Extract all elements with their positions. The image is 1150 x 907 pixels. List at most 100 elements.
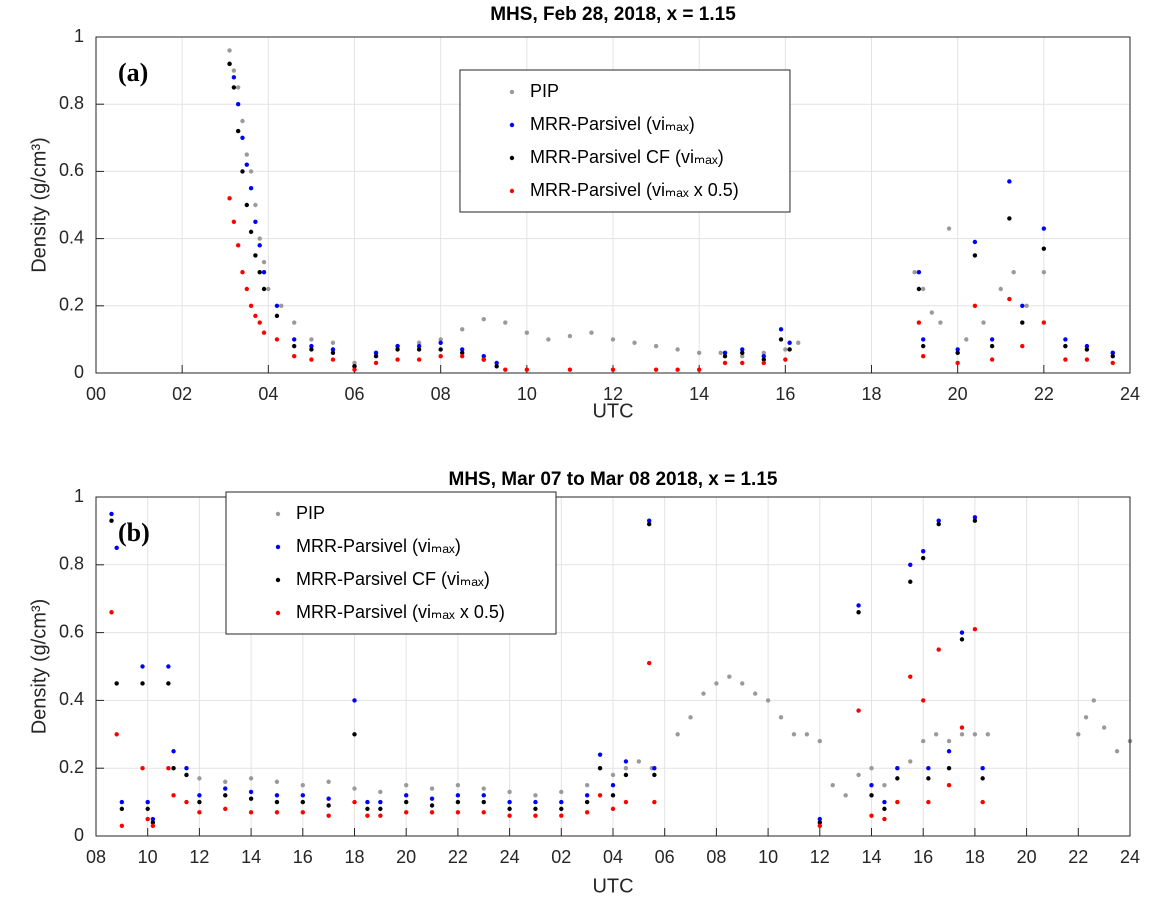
data-point bbox=[248, 303, 254, 308]
data-point bbox=[231, 75, 237, 80]
legend-marker bbox=[509, 188, 515, 194]
data-point bbox=[722, 350, 728, 356]
data-point bbox=[145, 806, 150, 812]
data-point bbox=[352, 364, 357, 369]
data-point bbox=[895, 799, 900, 805]
data-point bbox=[274, 337, 280, 342]
data-point bbox=[274, 303, 280, 308]
x-tick-label: 14 bbox=[689, 384, 709, 404]
data-point bbox=[109, 610, 114, 615]
data-point bbox=[119, 823, 125, 829]
data-point bbox=[972, 518, 978, 523]
data-point bbox=[610, 337, 616, 342]
data-point bbox=[184, 772, 189, 778]
data-point bbox=[240, 169, 245, 174]
data-point bbox=[404, 799, 409, 805]
data-point bbox=[494, 364, 499, 369]
data-point bbox=[856, 603, 861, 608]
data-point bbox=[248, 169, 254, 174]
data-point bbox=[503, 367, 508, 372]
data-point bbox=[140, 766, 145, 771]
data-point bbox=[946, 226, 952, 231]
data-point bbox=[1011, 270, 1016, 275]
x-tick-label: 10 bbox=[138, 847, 158, 867]
data-point bbox=[460, 347, 465, 352]
x-tick-label: 06 bbox=[655, 847, 675, 867]
data-point bbox=[985, 732, 991, 737]
data-point bbox=[352, 367, 357, 372]
data-point bbox=[761, 360, 766, 366]
x-tick-label: 16 bbox=[293, 847, 313, 867]
data-point bbox=[171, 793, 176, 798]
data-point bbox=[778, 327, 784, 332]
data-point bbox=[740, 350, 745, 356]
data-point bbox=[955, 347, 960, 352]
data-point bbox=[507, 789, 512, 795]
data-point bbox=[109, 511, 114, 517]
data-point bbox=[330, 340, 336, 345]
data-point bbox=[248, 229, 254, 235]
data-point bbox=[248, 186, 254, 191]
data-point bbox=[455, 793, 461, 798]
data-point bbox=[817, 820, 822, 825]
x-tick-label: 08 bbox=[431, 384, 451, 404]
data-point bbox=[395, 347, 400, 352]
data-point bbox=[778, 715, 784, 720]
data-point bbox=[752, 691, 758, 696]
x-tick-label: 20 bbox=[948, 384, 968, 404]
legend-marker bbox=[509, 122, 515, 128]
data-point bbox=[184, 799, 189, 805]
data-point bbox=[908, 759, 913, 764]
data-point bbox=[326, 796, 331, 801]
data-point bbox=[481, 357, 486, 362]
data-point bbox=[926, 776, 931, 781]
data-point bbox=[378, 799, 383, 805]
x-tick-label: 18 bbox=[861, 384, 881, 404]
data-point bbox=[227, 48, 232, 53]
data-point bbox=[998, 286, 1003, 292]
data-point bbox=[740, 681, 745, 686]
y-tick-label: 0.4 bbox=[59, 227, 84, 247]
data-point bbox=[140, 681, 145, 686]
data-point bbox=[980, 766, 985, 771]
data-point bbox=[921, 555, 926, 561]
data-point bbox=[740, 347, 745, 352]
data-point bbox=[378, 813, 383, 818]
data-point bbox=[895, 776, 900, 781]
data-point bbox=[326, 813, 331, 818]
data-point bbox=[223, 779, 228, 784]
x-tick-label: 08 bbox=[86, 847, 106, 867]
data-point bbox=[240, 135, 245, 140]
legend-label: MRR-Parsivel (viₘₐₓ) bbox=[530, 114, 695, 134]
data-point bbox=[231, 85, 237, 90]
data-point bbox=[1084, 357, 1090, 362]
data-point bbox=[646, 518, 652, 523]
data-point bbox=[567, 333, 573, 339]
x-tick-label: 16 bbox=[775, 384, 795, 404]
data-point bbox=[416, 357, 422, 362]
data-point bbox=[908, 562, 913, 567]
data-point bbox=[235, 243, 241, 248]
axes-frame bbox=[95, 36, 1131, 374]
data-point bbox=[955, 360, 960, 366]
y-tick-label: 1 bbox=[74, 26, 84, 46]
data-point bbox=[653, 343, 659, 349]
data-point bbox=[787, 340, 792, 345]
data-point bbox=[946, 766, 952, 771]
y-axis-label: Density (g/cm³) bbox=[28, 599, 50, 735]
x-axis-label: UTC bbox=[592, 875, 633, 897]
data-point bbox=[1063, 357, 1068, 362]
data-point bbox=[623, 766, 629, 771]
x-tick-label: 02 bbox=[172, 384, 192, 404]
x-tick-label: 02 bbox=[551, 847, 571, 867]
data-point bbox=[1084, 343, 1090, 349]
data-point bbox=[300, 793, 305, 798]
data-point bbox=[882, 799, 887, 805]
data-point bbox=[257, 243, 262, 248]
data-point bbox=[524, 330, 530, 335]
data-point bbox=[395, 357, 400, 362]
x-tick-label: 14 bbox=[861, 847, 881, 867]
data-point bbox=[274, 793, 280, 798]
x-tick-label: 24 bbox=[500, 847, 520, 867]
